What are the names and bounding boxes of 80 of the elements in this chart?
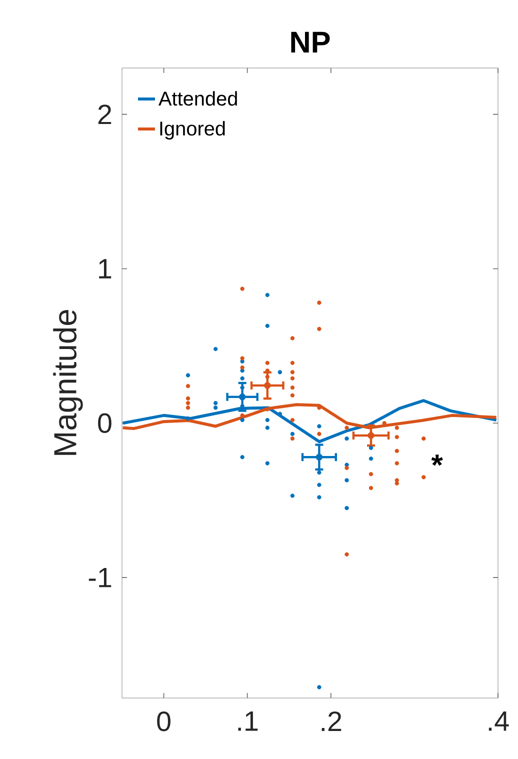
y-tick-label: 2	[98, 104, 112, 124]
point	[186, 373, 190, 378]
point	[265, 426, 270, 430]
point	[186, 396, 190, 401]
point	[213, 400, 218, 406]
point	[290, 393, 295, 398]
line-series	[121, 403, 498, 430]
point	[344, 466, 349, 470]
point	[317, 482, 322, 488]
x-tick-label: .1	[238, 712, 258, 731]
point	[240, 455, 244, 460]
point	[368, 432, 374, 439]
point	[240, 376, 244, 380]
point	[290, 376, 295, 380]
point	[186, 400, 190, 406]
point	[265, 324, 270, 328]
point	[240, 356, 244, 360]
point	[290, 370, 295, 374]
point	[213, 406, 218, 410]
x-tick-label: .2	[322, 712, 342, 731]
y-tick-label: -1	[88, 568, 112, 588]
point	[290, 386, 295, 390]
point	[265, 374, 270, 379]
point	[265, 360, 270, 366]
point	[394, 426, 399, 430]
chart-title: NP	[291, 32, 330, 52]
point	[186, 416, 190, 421]
point	[317, 685, 322, 690]
annotation: *	[431, 454, 443, 466]
point	[240, 386, 244, 390]
point	[317, 300, 322, 305]
point	[316, 454, 323, 461]
point	[368, 472, 374, 476]
point	[290, 336, 295, 340]
point	[344, 462, 349, 467]
point	[290, 436, 295, 441]
point	[240, 365, 244, 370]
point	[186, 384, 190, 388]
point	[394, 478, 399, 482]
point	[394, 481, 399, 486]
x-tick-label: 0	[157, 712, 170, 732]
point	[290, 360, 295, 366]
point	[394, 461, 399, 466]
line-series	[121, 399, 498, 444]
legend-label: Ignored	[160, 120, 225, 140]
point	[368, 486, 374, 490]
point	[265, 292, 270, 298]
point	[368, 456, 374, 461]
point	[240, 418, 244, 422]
point	[394, 448, 399, 454]
y-tick-label: 1	[99, 259, 112, 278]
point	[422, 475, 426, 480]
point	[344, 478, 349, 482]
point	[265, 418, 270, 422]
x-tick-label: .4	[488, 712, 509, 731]
point	[290, 494, 295, 498]
point	[240, 286, 244, 291]
point	[317, 326, 322, 332]
point	[290, 432, 295, 436]
point	[317, 432, 322, 436]
point	[344, 552, 349, 556]
point	[264, 382, 271, 389]
point	[186, 406, 190, 410]
point	[344, 506, 349, 510]
point	[238, 393, 246, 400]
y-axis-title: Magnitude	[53, 310, 83, 455]
point	[344, 426, 349, 430]
point	[317, 495, 322, 500]
y-tick-label: 0	[98, 413, 112, 434]
point	[290, 418, 295, 422]
point	[344, 436, 349, 441]
point	[278, 370, 282, 374]
point	[240, 359, 244, 364]
point	[317, 424, 322, 428]
point	[422, 436, 426, 441]
point	[265, 461, 270, 466]
point	[394, 434, 399, 440]
point	[213, 346, 218, 352]
point	[240, 368, 244, 373]
legend-label: Attended	[158, 91, 237, 106]
